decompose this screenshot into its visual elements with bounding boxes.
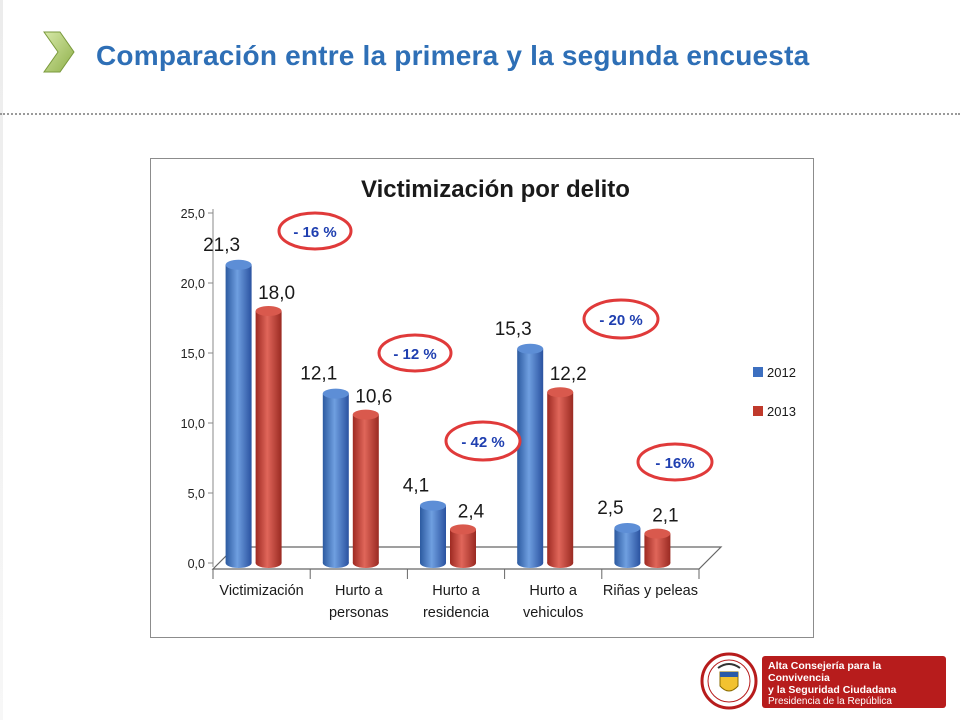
bar-2012-2 <box>420 505 446 563</box>
y-tick-label: 25,0 <box>181 207 205 221</box>
change-annotation-label: - 16% <box>655 455 694 472</box>
y-tick-label: 15,0 <box>181 347 205 361</box>
bar-2013-1 <box>352 414 379 563</box>
legend-label-2013: 2013 <box>767 404 796 419</box>
x-category-label: Hurto a <box>529 583 577 599</box>
change-annotation-label: - 42 % <box>461 434 504 451</box>
slide-header: Comparación entre la primera y la segund… <box>0 0 960 118</box>
bar-bottom-2013-4 <box>644 558 671 568</box>
x-category-label: Hurto a <box>335 583 383 599</box>
institution-logo: Alta Consejería para la Convivencia y la… <box>762 656 946 708</box>
bar-top-2012-2 <box>420 500 446 511</box>
bar-2013-0 <box>255 311 282 563</box>
change-annotation-ring <box>277 211 353 251</box>
bar-2012-1 <box>322 393 349 563</box>
logo-line-1: Alta Consejería para la Convivencia <box>768 660 882 684</box>
change-annotation-ring <box>582 298 660 340</box>
colombia-coat-of-arms-icon <box>700 652 758 710</box>
bar-bottom-2012-3 <box>517 558 544 568</box>
bar-bottom-2013-3 <box>547 558 574 568</box>
chart-title: Victimización por delito <box>361 176 630 203</box>
bar-2013-3 <box>547 392 574 563</box>
chevron-right-icon <box>43 31 75 73</box>
data-label: 4,1 <box>403 476 429 497</box>
bar-2012-4 <box>614 528 641 563</box>
bar-bottom-2013-0 <box>255 558 282 568</box>
data-label: 10,6 <box>355 387 392 408</box>
data-label: 18,0 <box>258 283 295 304</box>
bar-top-2012-3 <box>517 343 544 354</box>
bar-2013-2 <box>450 529 476 563</box>
data-label: 15,3 <box>495 319 532 340</box>
bar-bottom-2012-0 <box>225 558 252 568</box>
bar-bottom-2012-1 <box>322 558 349 568</box>
bar-chart: Victimización por delito 0,0 5,0 10,0 15,0 20… <box>181 176 796 621</box>
data-label: 2,1 <box>652 506 678 527</box>
change-annotation-ring <box>444 420 522 462</box>
y-tick-label: 10,0 <box>181 417 205 431</box>
bar-2012-0 <box>225 264 252 563</box>
change-annotation-label: - 16 % <box>293 224 336 241</box>
x-category-label: Victimización <box>219 583 303 599</box>
x-category-label: vehiculos <box>523 605 583 621</box>
bar-top-2013-3 <box>547 387 574 398</box>
data-label: 21,3 <box>203 235 240 256</box>
legend-swatch-2012 <box>753 367 763 377</box>
logo-line-2: y la Seguridad Ciudadana <box>768 684 897 696</box>
data-label: 2,5 <box>597 498 623 519</box>
change-annotation-label: - 12 % <box>393 346 436 363</box>
bar-bottom-2012-4 <box>614 558 641 568</box>
data-label: 12,1 <box>300 364 337 385</box>
bar-bottom-2013-1 <box>352 558 379 568</box>
bar-bottom-2012-2 <box>420 558 446 568</box>
legend-swatch-2013 <box>753 406 763 416</box>
legend-label-2012: 2012 <box>767 365 796 380</box>
bar-top-2012-1 <box>322 388 349 399</box>
chart-frame: Victimización por delito 0,0 5,0 10,0 15,0 20… <box>150 158 814 638</box>
header-divider <box>0 113 960 115</box>
x-category-label: personas <box>329 605 389 621</box>
bar-top-2012-0 <box>225 259 252 270</box>
change-annotation-ring <box>636 442 714 482</box>
bar-top-2013-1 <box>352 409 379 420</box>
bar-top-2013-0 <box>255 306 282 316</box>
x-category-label: Riñas y peleas <box>603 583 698 599</box>
bar-top-2013-2 <box>450 524 476 535</box>
bar-top-2012-4 <box>614 523 641 533</box>
change-annotation-label: - 20 % <box>599 312 642 329</box>
change-annotation-ring <box>377 333 453 373</box>
y-tick-label: 20,0 <box>181 277 205 291</box>
bar-bottom-2013-2 <box>450 558 476 568</box>
data-label: 2,4 <box>458 501 485 522</box>
x-category-label: residencia <box>423 605 490 621</box>
slide-title: Comparación entre la primera y la segund… <box>96 40 810 71</box>
bar-2012-3 <box>517 348 544 563</box>
data-label: 12,2 <box>550 364 587 385</box>
x-category-label: Hurto a <box>432 583 480 599</box>
left-edge-shade <box>0 0 3 720</box>
y-tick-label: 0,0 <box>188 557 205 571</box>
y-tick-label: 5,0 <box>188 487 205 501</box>
logo-line-3: Presidencia de la República <box>768 696 892 707</box>
bar-top-2013-4 <box>644 528 671 539</box>
